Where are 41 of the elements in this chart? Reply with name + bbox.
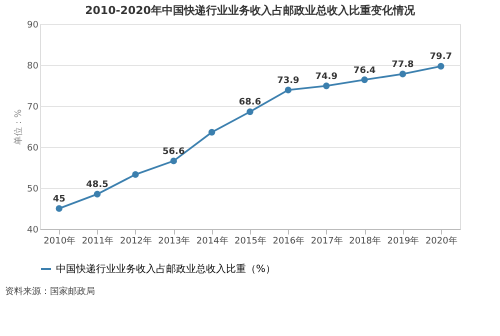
data-label: 68.6 (238, 98, 262, 108)
point (208, 128, 216, 136)
x-tick-label: 2016年 (272, 236, 305, 246)
point (56, 205, 62, 212)
y-tick-label: 80 (27, 62, 39, 72)
data-label: 48.5 (86, 180, 108, 190)
text: 资料来源：国家邮政局 (5, 286, 95, 297)
y-tick-label: 90 (27, 20, 39, 30)
data-label: 74.9 (315, 72, 338, 82)
chart-title: 2010-2020年中国快递行业业务收入占邮政业总收入比重变化情况 (85, 4, 416, 17)
point (438, 62, 444, 70)
data-label: 56.6 (162, 146, 185, 157)
point (170, 158, 177, 164)
x-tick-label: 2020年 (425, 236, 458, 246)
point (323, 82, 330, 90)
data-label: 77.8 (392, 60, 414, 70)
y-tick-label: 70 (27, 102, 39, 112)
y-tick-label: 50 (27, 184, 39, 194)
x-tick-label: 2015年 (234, 236, 266, 246)
y-axis-title: 单位：% (13, 108, 24, 145)
x-tick-label: 2017年 (310, 236, 343, 246)
x-tick-label: 2011年 (82, 236, 114, 246)
data-label: 45 (52, 194, 66, 204)
point (246, 108, 254, 116)
y-tick-label: 60 (27, 144, 39, 154)
x-tick-label: 2019年 (387, 236, 420, 246)
data-label: 76.4 (353, 66, 376, 76)
x-tick-label: 2013年 (158, 236, 190, 246)
point (361, 76, 368, 84)
x-tick-label: 2018年 (349, 236, 381, 246)
point (399, 70, 406, 78)
point (284, 86, 292, 94)
x-tick-label: 2012年 (120, 236, 152, 246)
y-tick-label: 40 (27, 226, 39, 236)
legend-label: 中国快递行业业务收入占邮政业总收入比重（%） (56, 263, 276, 275)
x-tick-label: 2010年 (44, 236, 76, 246)
data-label: 79.7 (430, 52, 452, 62)
x-tick-label: 2014年 (196, 236, 228, 246)
point (132, 171, 139, 178)
point (94, 190, 101, 198)
data-label: 73.9 (277, 76, 300, 86)
